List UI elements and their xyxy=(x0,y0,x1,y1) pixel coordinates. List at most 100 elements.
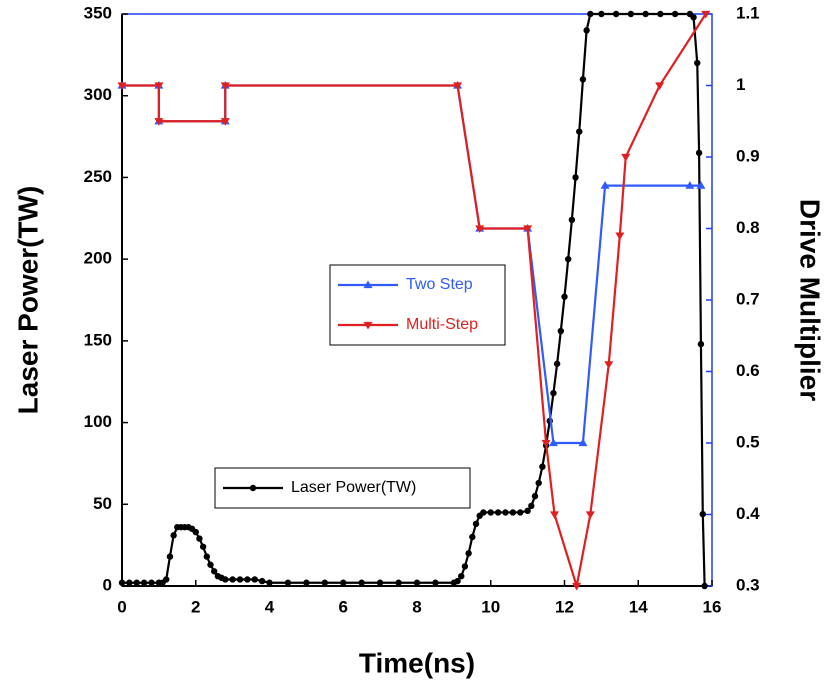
y2-tick-label: 0.6 xyxy=(736,361,760,380)
x-tick-label: 2 xyxy=(191,597,200,616)
y-tick-label: 200 xyxy=(84,249,112,268)
data-point xyxy=(696,181,706,189)
x-tick-label: 4 xyxy=(265,597,275,616)
data-point xyxy=(154,118,164,126)
data-point xyxy=(465,550,472,557)
data-point xyxy=(480,509,487,516)
data-point xyxy=(203,553,211,560)
data-point xyxy=(548,438,558,447)
data-point xyxy=(553,360,561,367)
data-point xyxy=(140,579,148,586)
data-point xyxy=(229,576,236,583)
y-tick-label: 100 xyxy=(84,412,112,431)
y-tick-label: 350 xyxy=(84,3,112,22)
data-point xyxy=(690,14,697,21)
data-point xyxy=(550,389,557,397)
legend-label: Two Step xyxy=(406,276,473,293)
data-point xyxy=(621,153,631,162)
y-tick-label: 250 xyxy=(84,167,112,186)
data-point xyxy=(627,10,635,18)
data-point xyxy=(550,511,560,519)
data-point xyxy=(117,82,127,90)
data-point xyxy=(458,572,465,580)
data-point xyxy=(604,361,614,369)
data-point xyxy=(524,507,531,515)
data-point xyxy=(578,438,588,447)
data-point xyxy=(671,10,679,18)
y-tick-label: 150 xyxy=(84,330,112,349)
x-tick-label: 8 xyxy=(412,597,421,616)
data-point xyxy=(523,225,533,233)
data-point xyxy=(376,579,384,586)
data-point xyxy=(166,553,174,560)
data-point xyxy=(535,479,542,487)
data-point xyxy=(487,509,494,516)
data-point xyxy=(695,149,703,157)
data-point xyxy=(509,509,517,516)
data-point xyxy=(475,225,485,233)
data-point xyxy=(220,118,230,126)
data-point xyxy=(222,576,229,583)
y2-tick-label: 1 xyxy=(736,75,745,94)
x-tick-label: 0 xyxy=(117,597,126,616)
data-point xyxy=(579,76,587,83)
x-tick-label: 6 xyxy=(339,597,348,616)
x-tick-label: 14 xyxy=(629,597,648,616)
data-point xyxy=(572,174,579,181)
legend-marker xyxy=(249,484,257,492)
data-point xyxy=(210,568,218,575)
legend-marker xyxy=(363,321,373,330)
data-point xyxy=(655,82,665,90)
data-point xyxy=(561,293,568,300)
data-point xyxy=(453,82,463,90)
data-point xyxy=(258,577,266,585)
data-point xyxy=(557,327,565,335)
data-point xyxy=(236,576,244,583)
data-point xyxy=(340,579,347,586)
data-point xyxy=(657,10,664,18)
data-point xyxy=(572,582,582,591)
data-point xyxy=(303,579,310,586)
y-tick-label: 0 xyxy=(103,575,112,594)
legend-marker xyxy=(363,280,373,289)
y2-tick-label: 0.9 xyxy=(736,146,760,165)
data-point xyxy=(126,579,133,586)
y-tick-label: 300 xyxy=(84,85,112,104)
data-point xyxy=(199,543,207,550)
data-point xyxy=(358,579,365,586)
data-point xyxy=(133,579,140,586)
data-point xyxy=(454,577,461,585)
data-point xyxy=(192,528,199,536)
data-point xyxy=(413,579,421,586)
legend-label: Laser Power(TW) xyxy=(291,479,416,496)
data-point xyxy=(395,579,402,586)
y-tick-label: 50 xyxy=(93,494,112,513)
data-point xyxy=(699,510,706,518)
data-point xyxy=(266,579,273,586)
x-axis-title: Time(ns) xyxy=(359,647,475,678)
data-point xyxy=(207,561,214,568)
y2-tick-label: 0.7 xyxy=(736,289,760,308)
data-point xyxy=(494,509,502,516)
data-point xyxy=(694,59,701,67)
data-point xyxy=(528,502,535,510)
data-point xyxy=(612,10,620,18)
data-point xyxy=(284,579,292,586)
x-tick-label: 16 xyxy=(703,597,722,616)
data-point xyxy=(251,576,258,583)
data-point xyxy=(118,579,126,586)
y2-tick-label: 0.4 xyxy=(736,504,760,523)
y2-tick-label: 0.5 xyxy=(736,432,760,451)
x-tick-label: 12 xyxy=(555,597,574,616)
data-point xyxy=(321,579,329,586)
data-point xyxy=(531,492,539,500)
data-point xyxy=(472,520,480,528)
data-point xyxy=(642,10,649,18)
data-point xyxy=(583,27,590,34)
data-point xyxy=(170,532,177,539)
data-point xyxy=(196,535,203,542)
data-point xyxy=(469,533,476,541)
x-tick-label: 10 xyxy=(481,597,500,616)
data-point xyxy=(539,463,546,470)
